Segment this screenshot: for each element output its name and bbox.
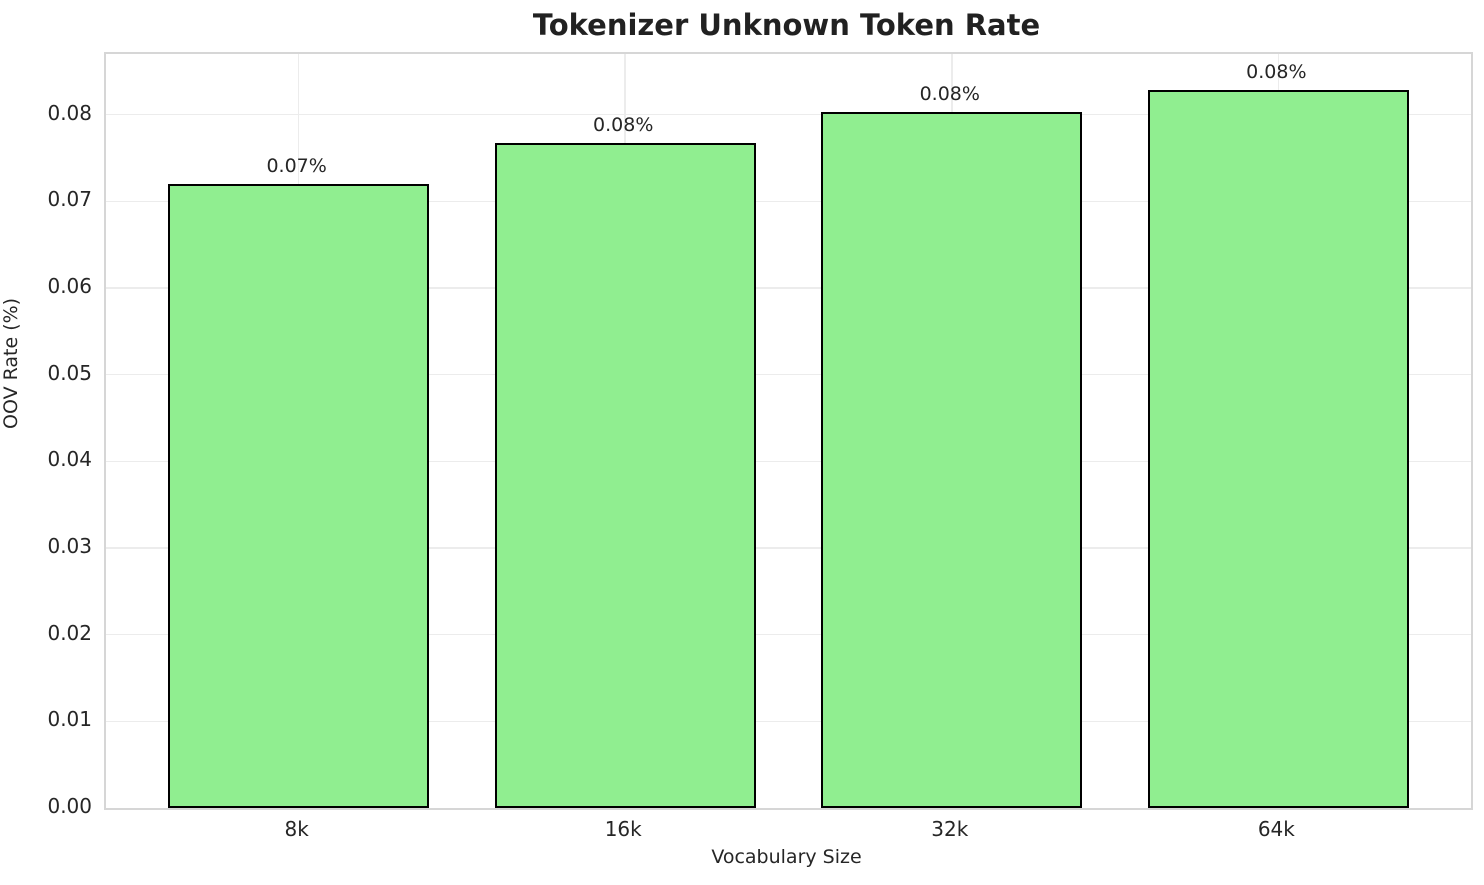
gridline-horizontal — [106, 373, 1471, 376]
bar-value-label: 0.07% — [266, 155, 327, 177]
y-tick-label: 0.02 — [47, 620, 92, 645]
gridline-horizontal — [106, 200, 1471, 203]
gridline-horizontal — [106, 113, 1471, 116]
x-tick-label: 64k — [1257, 817, 1295, 841]
gridline-horizontal — [106, 547, 1471, 549]
y-tick-label: 0.05 — [47, 360, 92, 385]
bar-32k — [821, 112, 1083, 808]
gridline-horizontal — [106, 720, 1471, 723]
y-tick-label: 0.00 — [47, 794, 92, 818]
y-tick-label: 0.01 — [47, 707, 92, 732]
x-tick-label: 16k — [604, 817, 642, 841]
x-tick-label: 32k — [931, 817, 969, 841]
x-tick-label: 8k — [284, 817, 309, 841]
y-tick-label: 0.06 — [47, 274, 92, 298]
y-tick-label: 0.04 — [47, 447, 92, 472]
bar-value-label: 0.08% — [919, 83, 980, 106]
y-tick-label: 0.08 — [47, 100, 92, 125]
bar-16k — [494, 143, 756, 808]
chart-title: Tokenizer Unknown Token Rate — [532, 8, 1041, 42]
plot-area — [104, 52, 1473, 810]
bar-value-label: 0.08% — [593, 114, 654, 137]
bar-64k — [1147, 90, 1409, 808]
gridline-horizontal — [106, 633, 1471, 636]
x-axis-label: Vocabulary Size — [711, 846, 862, 868]
bar-8k — [168, 184, 430, 808]
gridline-horizontal — [106, 287, 1471, 289]
y-tick-label: 0.03 — [47, 534, 92, 558]
gridline-horizontal — [106, 460, 1471, 463]
y-tick-label: 0.07 — [47, 187, 92, 212]
bar-value-label: 0.08% — [1246, 61, 1307, 84]
